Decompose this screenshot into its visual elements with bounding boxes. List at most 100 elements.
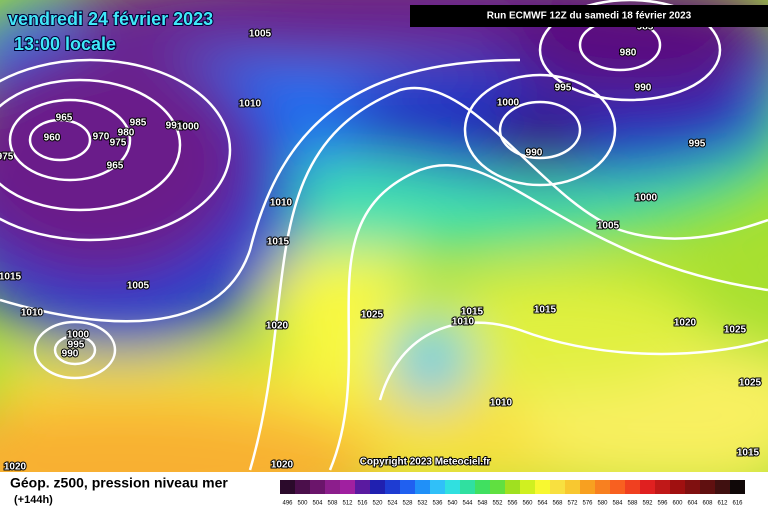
isobar-label: 995: [166, 121, 183, 132]
scale-label: 540: [447, 501, 458, 507]
isobar-label: 975: [110, 138, 127, 149]
isobar-label: 1005: [127, 281, 150, 292]
scale-label: 584: [612, 501, 623, 507]
scale-label: 588: [627, 501, 638, 507]
scale-label: 604: [687, 501, 698, 507]
scale-label: 612: [717, 501, 728, 507]
isobar-label: 1015: [534, 305, 557, 316]
isobar-label: 995: [555, 83, 572, 94]
scale-swatch: [565, 480, 580, 494]
run-box: [410, 5, 768, 27]
scale-swatch: [625, 480, 640, 494]
scale-swatch: [475, 480, 490, 494]
isobar-label: 1020: [4, 462, 27, 473]
scale-label: 592: [642, 501, 653, 507]
isobar-label: 1015: [267, 237, 290, 248]
scale-swatch: [430, 480, 445, 494]
scale-swatch: [685, 480, 700, 494]
scale-swatch: [370, 480, 385, 494]
isobar-label: 1025: [361, 310, 384, 321]
scale-swatch: [670, 480, 685, 494]
scale-swatch: [325, 480, 340, 494]
scale-swatch: [550, 480, 565, 494]
scale-swatch: [730, 480, 745, 494]
scale-label: 616: [732, 501, 743, 507]
scale-label: 516: [357, 501, 368, 507]
isobar-label: 1020: [271, 460, 294, 471]
isobar-label: 985: [130, 118, 147, 129]
scale-label: 504: [312, 501, 323, 507]
isobar-label: 1020: [266, 321, 289, 332]
scale-label: 524: [387, 501, 398, 507]
scale-label: 548: [477, 501, 488, 507]
scale-swatch: [400, 480, 415, 494]
run-info: Run ECMWF 12Z du samedi 18 février 2023: [487, 11, 692, 22]
scale-swatch: [280, 480, 295, 494]
isobar-label: 1000: [67, 330, 90, 341]
isobar-label: 1015: [461, 307, 484, 318]
scale-swatch: [520, 480, 535, 494]
isobar-label: 1000: [497, 98, 520, 109]
scale-label: 572: [567, 501, 578, 507]
scale-swatch: [505, 480, 520, 494]
isobar-label: 1025: [739, 378, 762, 389]
scale-label: 508: [327, 501, 338, 507]
forecast-time: 13:00 locale: [14, 34, 116, 54]
lead-time: (+144h): [14, 494, 53, 506]
isobar-label: 960: [44, 133, 61, 144]
scale-swatch: [580, 480, 595, 494]
scale-swatch: [640, 480, 655, 494]
isobar-label: 995: [68, 340, 85, 351]
isobar-label: 1020: [674, 318, 697, 329]
scale-swatch: [295, 480, 310, 494]
forecast-date: vendredi 24 février 2023: [8, 9, 213, 29]
isobar-label: 965: [56, 113, 73, 124]
scale-label: 532: [417, 501, 428, 507]
scale-label: 496: [282, 501, 293, 507]
isobar-label: 1015: [0, 272, 22, 283]
isobars: [0, 0, 768, 471]
isobar-label: 1010: [452, 317, 475, 328]
scale-label: 544: [462, 501, 473, 507]
isobar-label: 1010: [270, 198, 293, 209]
isobar-label: 1005: [249, 29, 272, 40]
scale-label: 528: [402, 501, 413, 507]
scale-label: 580: [597, 501, 608, 507]
isobar-label: 1005: [597, 221, 620, 232]
scale-swatch: [490, 480, 505, 494]
scale-swatch: [535, 480, 550, 494]
scale-swatch: [610, 480, 625, 494]
scale-label: 568: [552, 501, 563, 507]
isobar-label: 980: [620, 48, 637, 59]
scale-swatch: [415, 480, 430, 494]
scale-label: 536: [432, 501, 443, 507]
scale-label: 560: [522, 501, 533, 507]
isobar-label: 975: [0, 152, 14, 163]
isobar-label: 1000: [635, 193, 658, 204]
scale-label: 520: [372, 501, 383, 507]
scale-label: 576: [582, 501, 593, 507]
isobar-label: 1015: [737, 448, 760, 459]
scale-swatch: [310, 480, 325, 494]
scale-label: 608: [702, 501, 713, 507]
color-scale: 496 500 504 508 512 516 520 524 528 532 536 540 544 5…: [280, 480, 745, 507]
copyright: Copyright 2023 Meteociel.fr: [360, 457, 491, 468]
isobar-label: 980: [118, 128, 135, 139]
isobar-label: 1000: [177, 122, 200, 133]
scale-swatch: [655, 480, 670, 494]
isobar-label: 1010: [239, 99, 262, 110]
scale-label: 500: [297, 501, 308, 507]
field-title: Géop. z500, pression niveau mer: [10, 475, 228, 491]
scale-swatch: [700, 480, 715, 494]
scale-label: 556: [507, 501, 518, 507]
scale-swatch: [355, 480, 370, 494]
scale-label: 512: [342, 501, 353, 507]
isobar-label: 1010: [490, 398, 513, 409]
isobar-labels: 1005101096596097098097598599510009659751…: [0, 21, 763, 474]
scale-label: 552: [492, 501, 503, 507]
isobar-label: 970: [93, 132, 110, 143]
scale-label: 600: [672, 501, 683, 507]
scale-swatch: [340, 480, 355, 494]
